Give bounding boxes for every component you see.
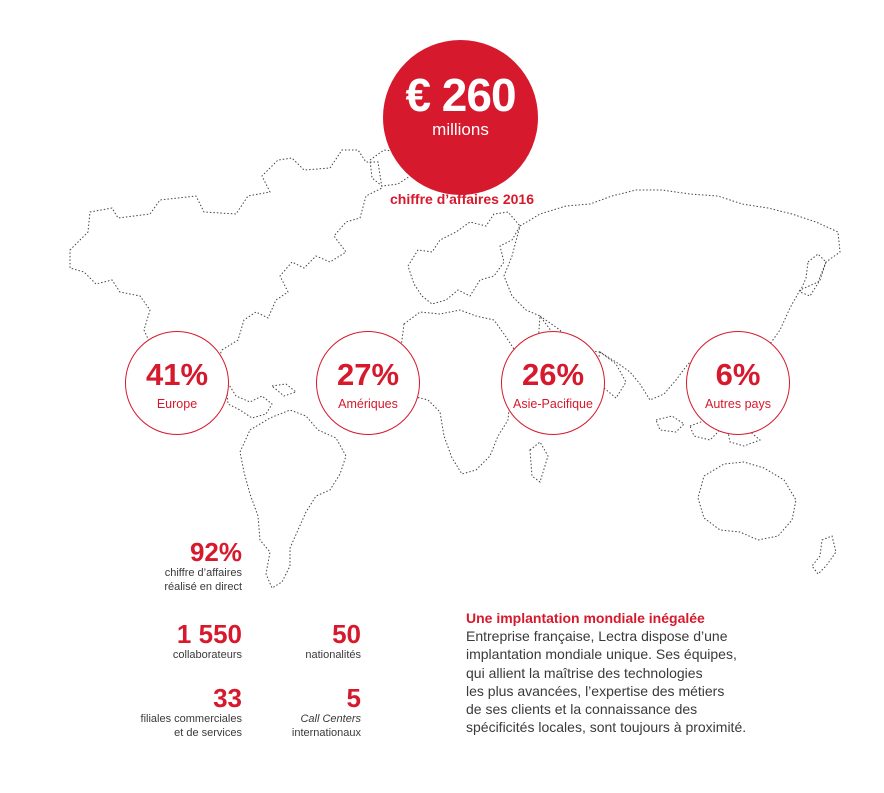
region-percent: 6% [715,357,761,392]
region-label: Amériques [338,397,398,411]
stat-subsidiaries: 33 filiales commerciales et de services [141,684,242,740]
region-circle-other: 6% Autres pays [686,331,790,435]
map-europe [407,211,521,305]
map-north-america [69,149,383,399]
stat-value: 33 [213,683,242,713]
region-circle-europe: 41% Europe [125,331,229,435]
stat-nationalities: 50 nationalités [305,620,361,662]
presence-text-block: Une implantation mondiale inégalée Entre… [466,609,796,737]
revenue-caption: chiffre d’affaires 2016 [390,191,534,207]
stat-label: chiffre d’affaires [164,567,242,579]
region-percent: 41% [145,357,209,392]
stat-label: internationaux [291,727,361,739]
presence-line: Entreprise française, Lectra dispose d’u… [466,628,728,644]
map-new-zealand [811,535,837,575]
presence-line: implantation mondiale unique. Ses équipe… [466,646,737,663]
stat-label: filiales commerciales [140,713,242,725]
stat-label: Call Centers [300,713,361,725]
map-africa [399,309,529,475]
presence-title: Une implantation mondiale inégalée [466,610,705,626]
presence-line: les plus avancées, l’expertise des métie… [466,682,725,699]
stat-value: 1 550 [176,619,242,649]
revenue-unit: millions [432,120,489,139]
region-label: Europe [156,397,198,411]
stat-value: 92% [189,537,242,567]
region-label: Autres pays [704,397,771,411]
region-percent: 27% [336,357,400,392]
stat-value: 5 [346,683,361,713]
stat-employees: 1 550 collaborateurs [173,620,242,662]
stat-label: collaborateurs [172,649,242,661]
stat-direct-revenue: 92% chiffre d’affaires réalisé en direct [164,538,242,594]
presence-line: spécificités locales, sont toujours à pr… [466,719,747,736]
stat-label: réalisé en direct [164,581,242,593]
stat-label: et de services [174,727,242,739]
region-label: Asie-Pacifique [513,397,593,411]
stat-call-centers: 5 Call Centers internationaux [292,684,361,740]
presence-line: qui allient la maîtrise des technologies [466,664,703,681]
stat-value: 50 [332,619,361,649]
map-japan [799,253,827,297]
region-circle-americas: 27% Amériques [316,331,420,435]
revenue-circle: € 260 millions [383,40,538,195]
presence-line: de ses clients et la connaissance des [466,701,698,718]
revenue-amount: € 260 [405,69,516,121]
map-south-america [239,409,347,589]
region-percent: 26% [521,357,585,392]
stat-label: nationalités [305,649,361,661]
map-madagascar [529,441,549,483]
region-circle-asia-pacific: 26% Asie-Pacifique [501,331,605,435]
map-australia [697,461,797,541]
